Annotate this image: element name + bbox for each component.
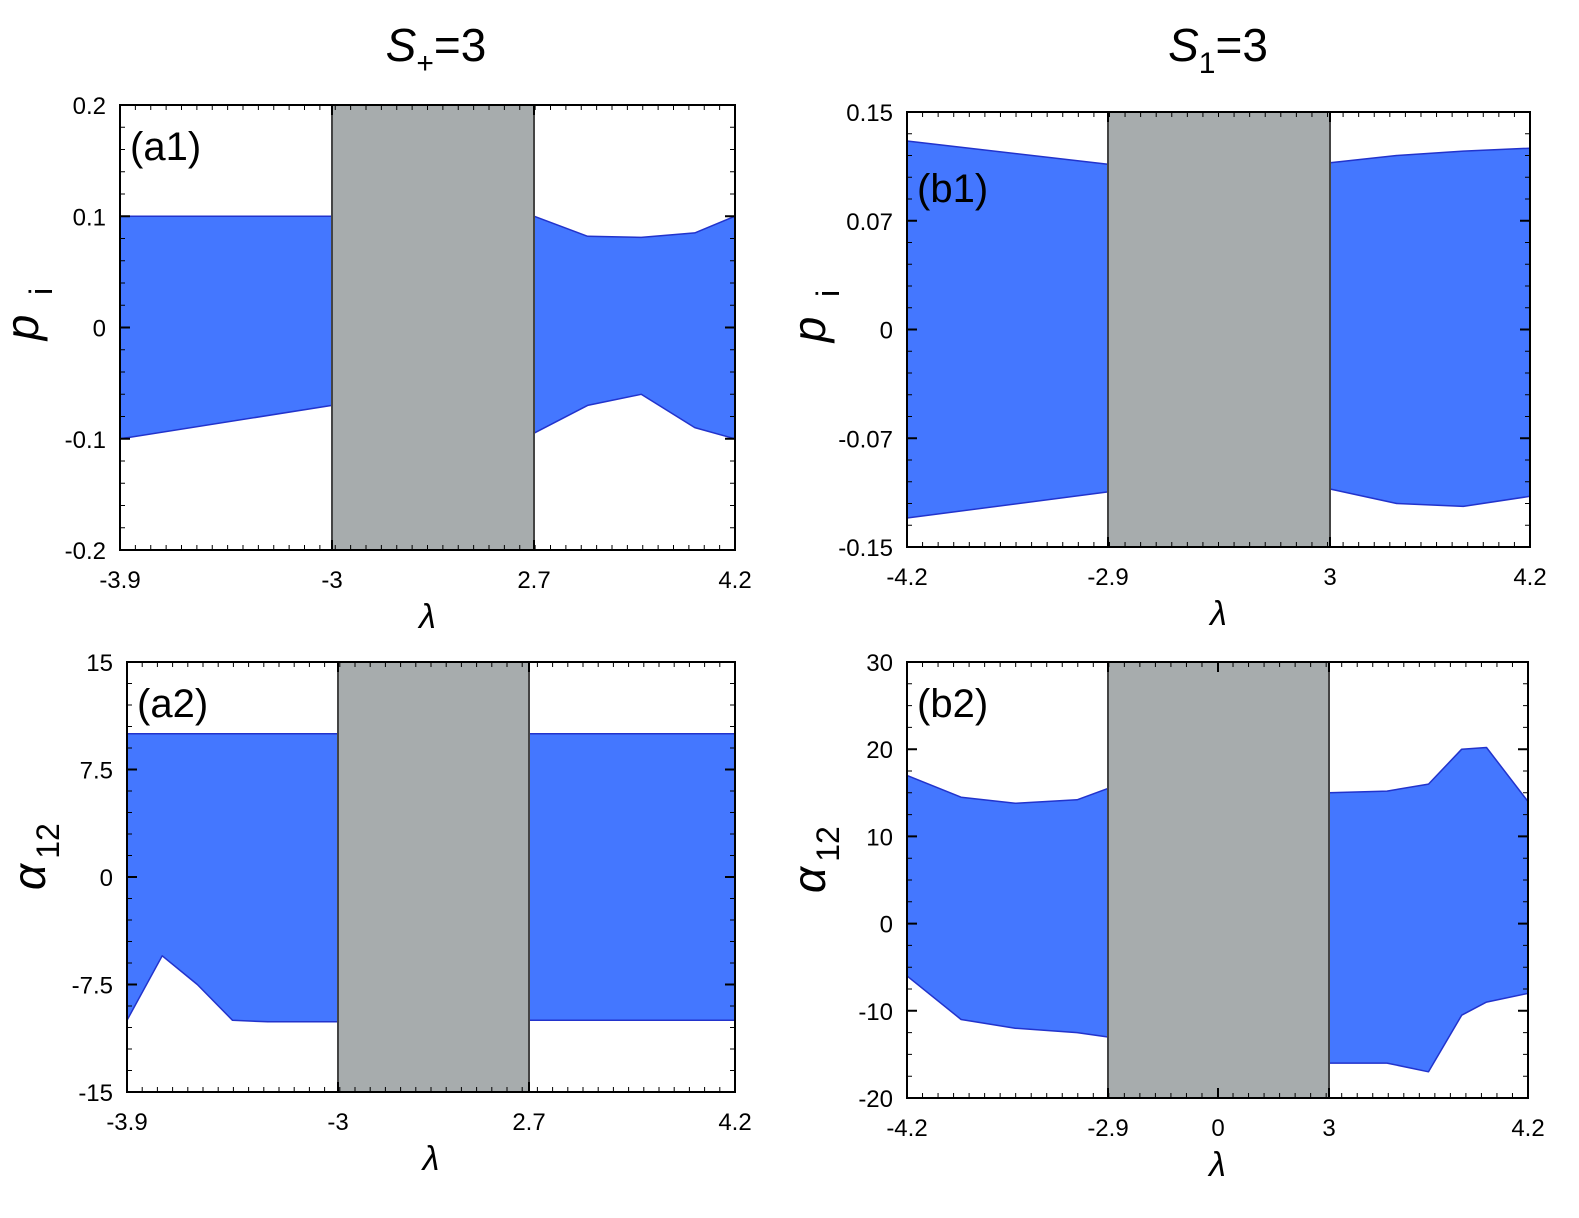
x-tick-label: 2.7 (512, 1109, 545, 1136)
band-b2-1 (906, 774, 1109, 1038)
y-tick-label: -20 (858, 1086, 893, 1113)
x-tick-label: 4.2 (1513, 564, 1546, 591)
right-column-title: S1=3 (1018, 18, 1418, 81)
y-tick-label: 0.15 (846, 100, 893, 127)
right-title-value: =3 (1215, 19, 1268, 71)
minor-ticks-a2 (127, 662, 735, 1092)
right-title-subscript: 1 (1198, 47, 1216, 80)
y-axis-label-subscript: 12 (810, 826, 846, 862)
y-tick-label: 0 (100, 865, 113, 892)
gap-region-b2 (1107, 661, 1330, 1099)
y-tick-label: 15 (86, 650, 113, 677)
band-b1-2 (1329, 147, 1531, 508)
y-tick-label: -7.5 (72, 973, 113, 1000)
x-tick-label: -3.9 (106, 1109, 147, 1136)
y-axis-label: α (783, 865, 835, 893)
y-tick-label: -15 (78, 1080, 113, 1107)
band-a1-2 (533, 215, 736, 440)
band-a2-2 (528, 732, 736, 1022)
band-a2-1 (126, 732, 339, 1023)
y-tick-label: -0.1 (65, 427, 106, 454)
chart-b2: 30 20 10 0 -10 -20-4.2 -2.9 0 3 4.2 λ α 12 (b2) (783, 650, 1545, 1184)
y-tick-label: 7.5 (80, 758, 113, 785)
gap-region-a2 (337, 661, 530, 1093)
chart-a1: 0.2 0.1 0 -0.1 -0.2-3.9 -3 2.7 4.2 λ p i (a1) (0, 93, 752, 636)
band-b2-2 (1328, 746, 1529, 1073)
right-title-symbol: S (1168, 19, 1199, 71)
panel-label-a1: (a1) (130, 125, 201, 169)
chart-b1: 0.15 0.07 0 -0.07 -0.15-4.2 -2.9 3 4.2 λ p i (b1) (783, 100, 1547, 633)
y-tick-label: 0 (880, 318, 893, 345)
x-tick-label: -3 (321, 567, 342, 594)
y-tick-label: -0.15 (838, 535, 893, 562)
y-axis-label-subscript: i (810, 290, 846, 297)
x-tick-label: 4.2 (718, 567, 751, 594)
gap-region-a1 (331, 104, 535, 551)
y-tick-label: 20 (866, 737, 893, 764)
x-tick-label: -4.2 (886, 1115, 927, 1142)
y-tick-label: 30 (866, 650, 893, 677)
y-tick-label: 0.1 (73, 204, 106, 231)
y-axis-label: p (783, 317, 835, 345)
x-tick-label: -3.9 (99, 567, 140, 594)
y-tick-label: 10 (866, 824, 893, 851)
x-axis-label: λ (1207, 1146, 1226, 1184)
y-tick-label: 0 (93, 316, 106, 343)
x-tick-label: 4.2 (1511, 1115, 1544, 1142)
panel-label-b1: (b1) (917, 167, 988, 211)
y-tick-label: -0.2 (65, 538, 106, 565)
x-tick-label: 3 (1322, 1115, 1335, 1142)
x-tick-label: 0 (1211, 1115, 1224, 1142)
y-axis-label-subscript: i (23, 288, 59, 295)
x-tick-label: -2.9 (1087, 1115, 1128, 1142)
x-axis-label: λ (421, 1140, 440, 1178)
y-tick-label: -0.07 (838, 426, 893, 453)
x-axis-label: λ (1208, 595, 1227, 633)
left-column-title: S+=3 (236, 18, 636, 81)
x-axis-label: λ (417, 598, 436, 636)
x-tick-label: 2.7 (517, 567, 550, 594)
y-axis-label: p (0, 315, 48, 343)
y-axis-label: α (3, 862, 55, 890)
chart-a2: 15 7.5 0 -7.5 -15-3.9 -3 2.7 4.2 λ α 12 (a2) (3, 650, 752, 1178)
minor-ticks-b1 (907, 112, 1530, 547)
y-tick-label: 0.2 (73, 93, 106, 120)
left-title-subscript: + (416, 47, 434, 80)
y-axis-label-subscript: 12 (30, 823, 66, 859)
x-tick-label: -3 (327, 1109, 348, 1136)
x-tick-label: 4.2 (718, 1109, 751, 1136)
gap-region-b1 (1107, 111, 1331, 548)
y-tick-label: 0 (880, 912, 893, 939)
x-tick-label: 3 (1323, 564, 1336, 591)
panel-label-b2: (b2) (917, 682, 988, 726)
left-title-value: =3 (433, 19, 487, 71)
panel-label-a2: (a2) (137, 682, 208, 726)
y-tick-label: -10 (858, 999, 893, 1026)
minor-ticks-a1 (120, 105, 735, 550)
left-title-symbol: S (385, 19, 417, 71)
band-a1-1 (119, 215, 333, 440)
x-tick-label: -2.9 (1087, 564, 1128, 591)
x-tick-label: -4.2 (886, 564, 927, 591)
y-tick-label: 0.07 (846, 209, 893, 236)
